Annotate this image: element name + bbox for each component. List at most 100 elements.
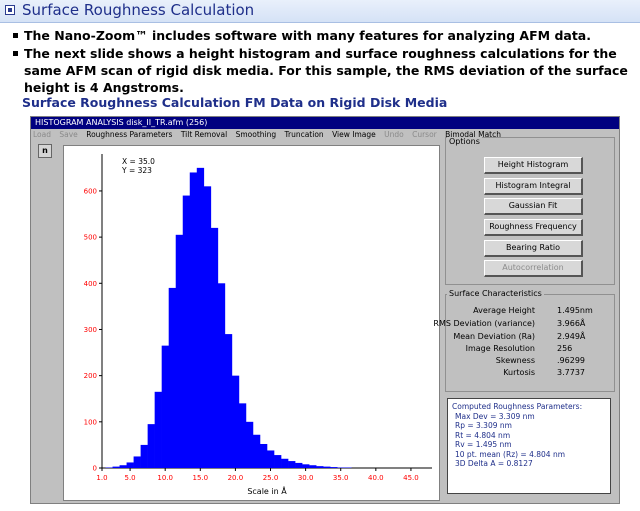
histogram-bar bbox=[161, 345, 170, 468]
plot-frame: 1.0 5.0 10.0 15.0 20.0 25.0 30.0 35.0 40.0 45.0 0 1… bbox=[63, 145, 440, 501]
figure-subtitle: Surface Roughness Calculation FM Data on… bbox=[22, 95, 448, 110]
histogram-bar bbox=[309, 465, 317, 468]
autocorrelation-button[interactable]: Autocorrelation bbox=[484, 260, 583, 277]
histogram-bar bbox=[126, 462, 134, 468]
histogram-bar bbox=[281, 458, 289, 468]
histogram-bar bbox=[252, 434, 261, 468]
histogram-bar bbox=[210, 227, 219, 468]
stat-label: Image Resolution bbox=[465, 344, 535, 353]
computed-line: Max Dev = 3.309 nm bbox=[455, 411, 535, 421]
histogram-bar bbox=[112, 466, 120, 468]
histogram-bar bbox=[189, 172, 198, 468]
histogram-integral-button[interactable]: Histogram Integral bbox=[484, 178, 583, 195]
x-axis-label: Scale in Å bbox=[247, 485, 287, 496]
x-tick-label: 25.0 bbox=[263, 474, 279, 482]
square-bullet-icon bbox=[5, 5, 15, 15]
stat-value: 2.949Å bbox=[557, 332, 586, 341]
computed-line: Rv = 1.495 nm bbox=[455, 440, 512, 449]
height-histogram-button[interactable]: Height Histogram bbox=[484, 157, 583, 174]
x-tick-label: 45.0 bbox=[403, 474, 419, 482]
stat-label: Kurtosis bbox=[503, 368, 535, 377]
menu-load[interactable]: Load bbox=[33, 130, 51, 139]
plot-mode-button[interactable]: n bbox=[38, 144, 52, 158]
y-tick-label: 100 bbox=[84, 418, 97, 426]
menu-smoothing[interactable]: Smoothing bbox=[235, 130, 277, 139]
histogram-bar bbox=[140, 444, 148, 468]
x-tick-label: 30.0 bbox=[298, 474, 314, 482]
bearing-ratio-button[interactable]: Bearing Ratio bbox=[484, 240, 583, 257]
computed-line: 3D Delta A = 0.8127 bbox=[455, 459, 533, 468]
height-histogram-chart[interactable]: 1.0 5.0 10.0 15.0 20.0 25.0 30.0 35.0 40.0 45.0 0 1… bbox=[64, 146, 439, 500]
stat-value: 256 bbox=[557, 344, 573, 353]
surface-characteristics-label: Surface Characteristics bbox=[447, 289, 544, 298]
y-tick-label: 200 bbox=[84, 372, 97, 380]
histogram-bar bbox=[196, 167, 205, 468]
cursor-y-readout: Y = 323 bbox=[121, 166, 152, 175]
roughness-frequency-button[interactable]: Roughness Frequency bbox=[484, 219, 583, 236]
x-tick-label: 15.0 bbox=[193, 474, 209, 482]
histogram-bar bbox=[231, 375, 240, 468]
x-tick-label: 35.0 bbox=[333, 474, 349, 482]
menu-bar: Load Save Roughness Parameters Tilt Remo… bbox=[33, 129, 593, 140]
histogram-bar bbox=[302, 464, 310, 468]
histogram-bar bbox=[224, 334, 233, 468]
histogram-bar bbox=[316, 466, 324, 468]
histogram-bar bbox=[217, 283, 226, 468]
window-caption: HISTOGRAM ANALYSIS disk_II_TR.afm (256) bbox=[31, 117, 619, 129]
stat-label: Average Height bbox=[473, 306, 535, 315]
menu-save[interactable]: Save bbox=[59, 130, 78, 139]
histogram-bar bbox=[274, 455, 282, 468]
x-tick-label: 1.0 bbox=[96, 474, 107, 482]
computed-line: 10 pt. mean (Rz) = 4.804 nm bbox=[455, 449, 566, 459]
bullet-item: The next slide shows a height histogram … bbox=[12, 45, 632, 96]
stat-label: Mean Deviation (Ra) bbox=[453, 332, 535, 341]
gaussian-fit-button[interactable]: Gaussian Fit bbox=[484, 198, 583, 215]
stat-value: .96299 bbox=[557, 356, 585, 365]
computed-line: Rp = 3.309 nm bbox=[455, 421, 512, 430]
histogram-bar bbox=[133, 456, 141, 468]
computed-line: Rt = 4.804 nm bbox=[455, 430, 511, 440]
stat-value: 1.495nm bbox=[557, 306, 593, 315]
histogram-bar bbox=[168, 287, 177, 468]
histogram-bar bbox=[295, 462, 303, 468]
x-tick-label: 5.0 bbox=[125, 474, 136, 482]
y-tick-label: 500 bbox=[84, 234, 97, 242]
histogram-bar bbox=[323, 466, 331, 468]
cursor-x-readout: X = 35.0 bbox=[122, 157, 155, 166]
options-group bbox=[445, 137, 615, 285]
menu-bimodal-match[interactable]: Bimodal Match bbox=[445, 130, 501, 139]
y-tick-label: 400 bbox=[84, 280, 97, 288]
histogram-bar bbox=[203, 186, 212, 468]
menu-truncation[interactable]: Truncation bbox=[284, 130, 324, 139]
histogram-bar bbox=[245, 421, 254, 468]
stat-value: 3.7737 bbox=[557, 368, 585, 377]
menu-roughness-parameters[interactable]: Roughness Parameters bbox=[86, 130, 173, 139]
x-tick-label: 20.0 bbox=[228, 474, 244, 482]
options-label: Options bbox=[447, 137, 482, 146]
menu-view-image[interactable]: View Image bbox=[332, 130, 376, 139]
bullet-item: The Nano-Zoom™ includes software with ma… bbox=[12, 27, 632, 44]
histogram-bar bbox=[288, 461, 296, 468]
bullet-list: The Nano-Zoom™ includes software with ma… bbox=[12, 27, 632, 97]
stat-label: Skewness bbox=[495, 356, 535, 365]
stat-label: RMS Deviation (variance) bbox=[433, 319, 535, 328]
x-tick-label: 10.0 bbox=[157, 474, 173, 482]
histogram-bar bbox=[259, 443, 268, 468]
computed-title: Computed Roughness Parameters: bbox=[452, 402, 583, 411]
x-tick-label: 40.0 bbox=[368, 474, 384, 482]
y-tick-label: 0 bbox=[93, 465, 97, 473]
histogram-bar bbox=[147, 424, 155, 468]
histogram-bar bbox=[154, 391, 162, 468]
slide-title-bar: Surface Roughness Calculation bbox=[0, 0, 640, 23]
menu-undo[interactable]: Undo bbox=[384, 130, 404, 139]
slide-title: Surface Roughness Calculation bbox=[22, 1, 255, 19]
menu-cursor[interactable]: Cursor bbox=[412, 130, 437, 139]
menu-tilt-removal[interactable]: Tilt Removal bbox=[180, 130, 228, 139]
histogram-bar bbox=[175, 234, 184, 468]
histogram-bar bbox=[267, 450, 275, 468]
histogram-bar bbox=[330, 467, 338, 468]
histogram-bar bbox=[238, 403, 247, 468]
y-tick-label: 600 bbox=[84, 187, 97, 195]
y-tick-label: 300 bbox=[84, 326, 97, 334]
stat-value: 3.966Å bbox=[557, 319, 586, 328]
